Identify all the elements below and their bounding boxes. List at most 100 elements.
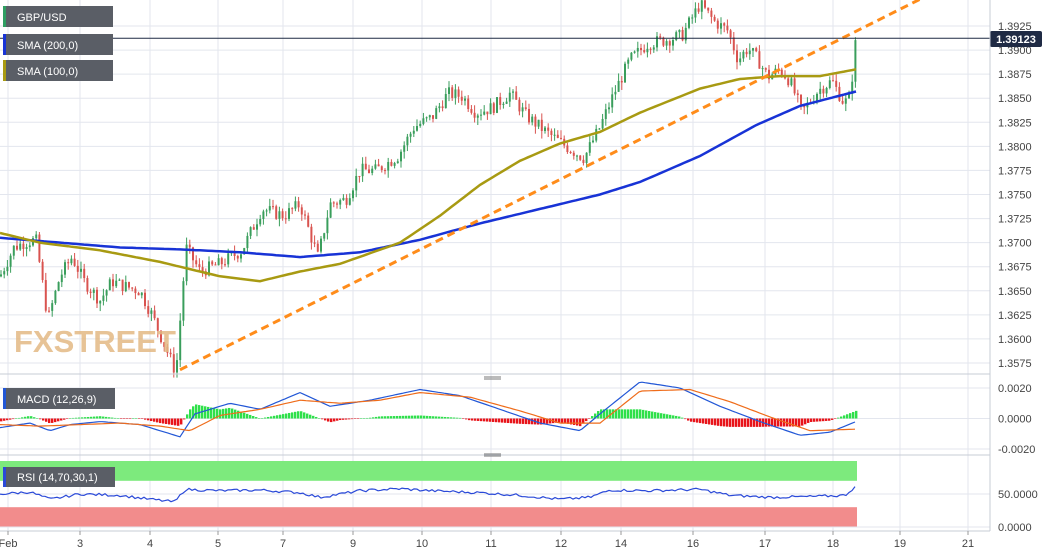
candle-body [848,93,850,99]
candle-body [835,80,838,87]
macd-histogram-bar [69,418,72,419]
macd-tick-label: 0.0020 [998,383,1032,395]
macd-histogram-bar [393,416,396,419]
candle-body [537,119,540,127]
candle-body [124,282,127,292]
macd-histogram-bar [15,418,18,419]
candle-body [691,17,694,19]
candle-body [611,94,614,108]
macd-histogram-bar [96,416,99,419]
macd-histogram-bar [543,418,546,425]
candle-body [668,41,671,46]
candle-body [780,69,783,75]
macd-legend: MACD (12,26,9) [3,388,115,409]
candle-body [470,109,473,113]
macd-histogram-bar [579,418,582,427]
candle-body [496,97,498,113]
macd-histogram-bar [684,418,687,420]
macd-histogram-bar [615,409,618,419]
macd-histogram-bar [210,407,213,419]
macd-histogram-bar [648,410,651,419]
macd-histogram-bar [756,418,759,427]
macd-histogram-bar [63,418,66,420]
macd-resize-handle[interactable] [484,376,501,380]
candle-body [828,80,831,88]
macd-histogram-bar [240,411,243,419]
macd-histogram-bar [816,418,819,422]
x-tick-label: 3 [77,538,83,550]
candle-body [656,36,658,48]
macd-histogram-bar [30,416,33,419]
macd-histogram-bar [93,416,96,419]
macd-histogram-bar [744,418,747,427]
macd-histogram-bar [294,411,297,419]
macd-histogram-bar [396,415,399,419]
candle-body [681,29,684,41]
macd-histogram-bar [297,411,300,419]
candle-body [307,215,310,227]
macd-histogram-bar [261,418,264,419]
macd-histogram-bar [519,418,522,424]
macd-histogram-bar [309,414,312,419]
macd-histogram-bar [741,418,744,427]
macd-histogram-bar [258,418,261,419]
macd-histogram-bar [462,418,465,419]
macd-histogram-bar [147,418,150,421]
macd-histogram-bar [408,415,411,419]
candle-body [630,52,633,60]
candle-body [368,169,370,173]
candle-body [188,244,191,248]
macd-histogram-bar [573,418,576,425]
candle-body [572,152,575,156]
candle-body [627,59,630,64]
macd-histogram-bar [591,416,594,419]
macd-histogram-bar [72,417,75,419]
candle-body [617,80,620,92]
candle-body [515,91,518,100]
candle-body [694,8,697,18]
candle-body [560,137,562,139]
macd-histogram-bar [303,412,306,419]
candle-body [604,109,607,119]
candle-body [28,245,31,248]
candle-body [348,198,351,205]
macd-histogram-bar [576,418,579,426]
macd-histogram-bar [753,418,756,427]
macd-histogram-bar [630,409,633,419]
candle-body [390,161,393,166]
candle-body [374,164,377,169]
macd-histogram-bar [699,418,702,424]
macd-histogram-bar [852,412,855,419]
candle-body [323,233,326,239]
candle-body [108,279,111,291]
rsi-resize-handle[interactable] [484,453,501,457]
rsi-color-chip [3,467,6,487]
macd-histogram-bar [501,418,504,423]
candle-body [361,163,364,177]
candle-body [739,58,742,63]
price-panel-bg [0,0,990,373]
candle-body [86,278,89,292]
candle-body [22,243,25,249]
macd-histogram-bar [186,414,189,419]
candle-body [832,80,834,82]
macd-histogram-bar [270,416,273,419]
macd-histogram-bar [354,418,357,419]
candle-body [745,51,748,55]
macd-histogram-bar [42,418,45,421]
candle-body [467,98,470,110]
candle-body [284,218,287,220]
candle-body [736,50,738,63]
candle-body [787,78,790,86]
candle-body [67,262,70,264]
candle-body [825,87,828,94]
macd-legend-text: MACD (12,26,9) [17,394,96,406]
macd-histogram-bar [342,418,345,420]
candle-body [755,48,758,52]
candle-body [300,207,303,215]
candle-body [243,248,246,255]
candle-body [371,168,374,173]
price-tag-text: 1.39123 [996,34,1036,46]
instrument-color-chip [3,6,6,27]
price-tick-label: 1.3900 [998,45,1032,57]
